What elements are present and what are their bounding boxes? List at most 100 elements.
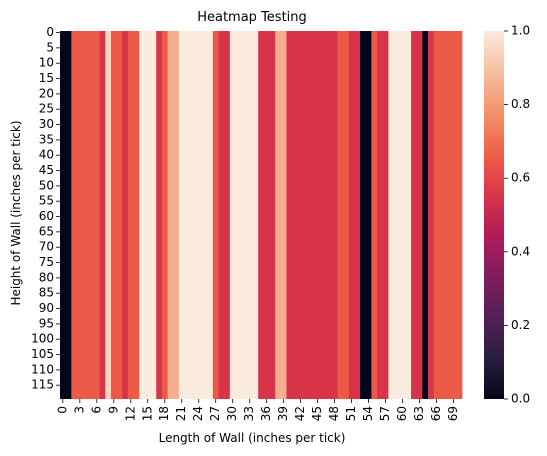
colorbar <box>484 31 504 399</box>
heatmap-column-35 <box>258 31 265 399</box>
heatmap-column-56 <box>377 31 384 399</box>
heatmap-column-37 <box>269 31 276 399</box>
heatmap-column-68 <box>445 31 452 399</box>
heatmap-column-49 <box>337 31 344 399</box>
heatmap-column-41 <box>292 31 299 399</box>
y-tick-label: 35 <box>39 132 54 146</box>
y-tick-label: 105 <box>31 347 54 361</box>
heatmap-column-1 <box>65 31 72 399</box>
y-tick-label: 45 <box>39 163 54 177</box>
heatmap-column-17 <box>156 31 163 399</box>
x-tick-label: 39 <box>276 406 290 421</box>
chart-title: Heatmap Testing <box>197 10 307 25</box>
heatmap-column-6 <box>93 31 101 399</box>
heatmap-column-64 <box>422 31 429 399</box>
heatmap-column-8 <box>105 31 112 399</box>
heatmap-column-51 <box>348 31 355 399</box>
heatmap-column-40 <box>286 31 293 399</box>
heatmap-column-10 <box>116 31 123 399</box>
heatmap-column-28 <box>218 31 225 399</box>
x-tick-label: 69 <box>446 406 460 421</box>
colorbar-tick-label: 0.2 <box>511 318 530 332</box>
heatmap-column-0 <box>60 31 67 399</box>
y-tick-label: 30 <box>39 117 54 131</box>
heatmap-column-7 <box>99 31 106 399</box>
heatmap-column-39 <box>280 31 287 399</box>
heatmap-column-61 <box>405 31 412 399</box>
heatmap-column-42 <box>297 31 304 399</box>
heatmap-column-29 <box>224 31 231 399</box>
y-tick-label: 100 <box>31 332 54 346</box>
heatmap-column-33 <box>246 31 253 399</box>
y-tick-label: 40 <box>39 148 54 162</box>
x-tick-label: 63 <box>412 406 426 421</box>
x-tick-label: 54 <box>361 406 375 421</box>
heatmap-column-27 <box>212 31 219 399</box>
heatmap-column-30 <box>229 31 236 399</box>
heatmap-column-23 <box>190 31 197 399</box>
heatmap-column-60 <box>399 31 406 399</box>
heatmap-column-13 <box>133 31 140 399</box>
y-tick-label: 60 <box>39 209 54 223</box>
y-axis-label: Height of Wall (inches per tick) <box>9 120 23 305</box>
x-tick-label: 33 <box>242 406 256 421</box>
x-axis-label: Length of Wall (inches per tick) <box>159 431 346 445</box>
x-tick-label: 27 <box>208 406 222 421</box>
heatmap-column-45 <box>314 31 321 399</box>
heatmap-column-19 <box>167 31 174 399</box>
colorbar-tick-label: 0.4 <box>511 244 530 258</box>
heatmap-column-2 <box>71 31 78 399</box>
heatmap-column-55 <box>371 31 378 399</box>
x-tick-label: 60 <box>395 406 409 421</box>
heatmap-column-57 <box>382 31 389 399</box>
heatmap-column-22 <box>184 31 191 399</box>
heatmap-column-31 <box>235 31 242 399</box>
heatmap-column-52 <box>354 31 361 399</box>
colorbar-tick-label: 1.0 <box>511 24 530 38</box>
y-tick-label: 115 <box>31 378 54 392</box>
y-tick-label: 5 <box>46 40 54 54</box>
heatmap-column-59 <box>394 31 401 399</box>
y-tick-label: 95 <box>39 316 54 330</box>
x-tick-label: 30 <box>225 406 239 421</box>
colorbar-ticks: 0.0 0.2 0.4 0.6 0.8 1.0 <box>504 24 530 406</box>
x-tick-label: 42 <box>293 406 307 421</box>
heatmap-column-62 <box>411 31 418 399</box>
heatmap-column-25 <box>201 31 208 399</box>
x-tick-label: 21 <box>174 406 188 421</box>
x-tick-label: 6 <box>89 406 103 414</box>
y-tick-label: 110 <box>31 362 54 376</box>
y-tick-label: 55 <box>39 194 54 208</box>
y-tick-label: 65 <box>39 224 54 238</box>
x-tick-label: 3 <box>72 406 86 414</box>
heatmap-column-24 <box>195 31 202 399</box>
heatmap-column-26 <box>207 31 214 399</box>
y-tick-label: 85 <box>39 286 54 300</box>
heatmap-column-32 <box>241 31 248 399</box>
heatmap-column-11 <box>122 31 129 399</box>
heatmap-column-43 <box>303 31 310 399</box>
heatmap-column-50 <box>343 31 350 399</box>
colorbar-tick-label: 0.8 <box>511 97 530 111</box>
heatmap-column-4 <box>82 31 89 399</box>
x-tick-label: 18 <box>157 406 171 421</box>
x-tick-label: 66 <box>429 406 443 421</box>
x-tick-label: 36 <box>259 406 273 421</box>
heatmap-column-34 <box>252 31 259 399</box>
x-tick-label: 51 <box>344 406 358 421</box>
y-tick-label: 90 <box>39 301 54 315</box>
x-tick-label: 24 <box>191 406 205 421</box>
y-tick-label: 75 <box>39 255 54 269</box>
heatmap-column-3 <box>76 31 84 399</box>
heatmap-column-47 <box>326 31 333 399</box>
heatmap-column-36 <box>263 31 270 399</box>
y-tick-label: 50 <box>39 178 54 192</box>
heatmap-cells <box>60 31 463 399</box>
heatmap-column-48 <box>331 31 338 399</box>
heatmap-column-38 <box>275 31 282 399</box>
x-tick-label: 57 <box>378 406 392 421</box>
y-tick-label: 15 <box>39 71 54 85</box>
heatmap-column-20 <box>173 31 180 399</box>
x-tick-label: 9 <box>106 406 120 414</box>
